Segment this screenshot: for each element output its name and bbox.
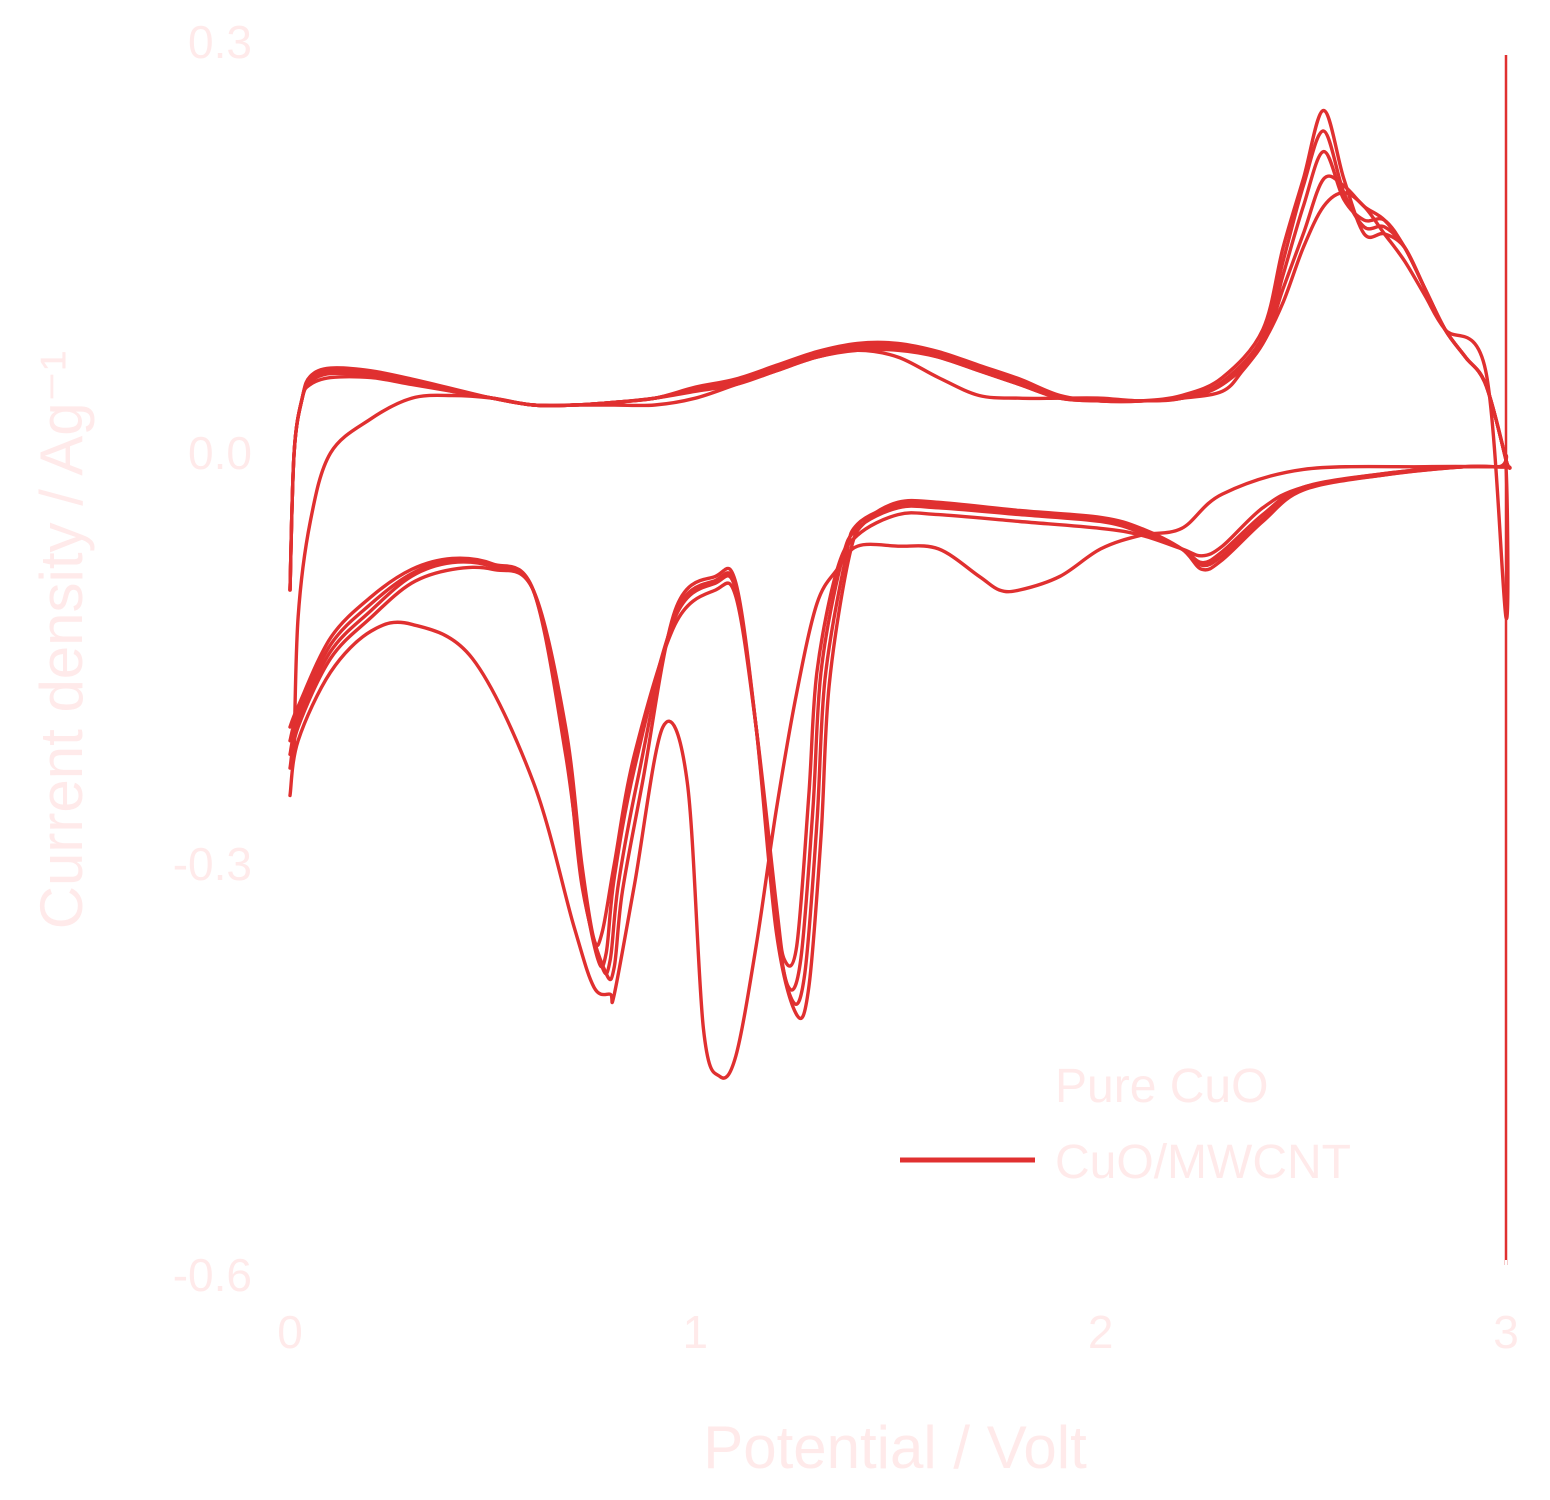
series-layer [288, 108, 1512, 1080]
y-tick-labels: 0.3 0.0 -0.3 -0.6 [173, 16, 290, 1301]
y-axis-title: Current density / Ag⁻¹ [28, 351, 95, 930]
x-tick-label: 0 [277, 1306, 303, 1358]
legend: Pure CuO CuO/MWCNT [900, 1060, 1351, 1189]
y-tick-label: -0.6 [173, 1249, 252, 1301]
axes [289, 42, 1508, 1276]
x-tick-label: 2 [1088, 1306, 1114, 1358]
x-axis-title: Potential / Volt [703, 1414, 1087, 1481]
y-tick-label: -0.3 [173, 838, 252, 890]
x-tick-label: 3 [1493, 1306, 1519, 1358]
y-tick-label: 0.3 [188, 16, 252, 68]
legend-label-pure-cuo: Pure CuO [1055, 1060, 1268, 1113]
x-tick-label: 1 [683, 1306, 709, 1358]
series-line-cuo-mwcnt-cycle-5 [288, 108, 1512, 1021]
x-tick-labels: 0 1 2 3 [277, 1260, 1519, 1358]
y-tick-label: 0.0 [188, 427, 252, 479]
legend-label-cuo-mwcnt: CuO/MWCNT [1055, 1136, 1351, 1189]
